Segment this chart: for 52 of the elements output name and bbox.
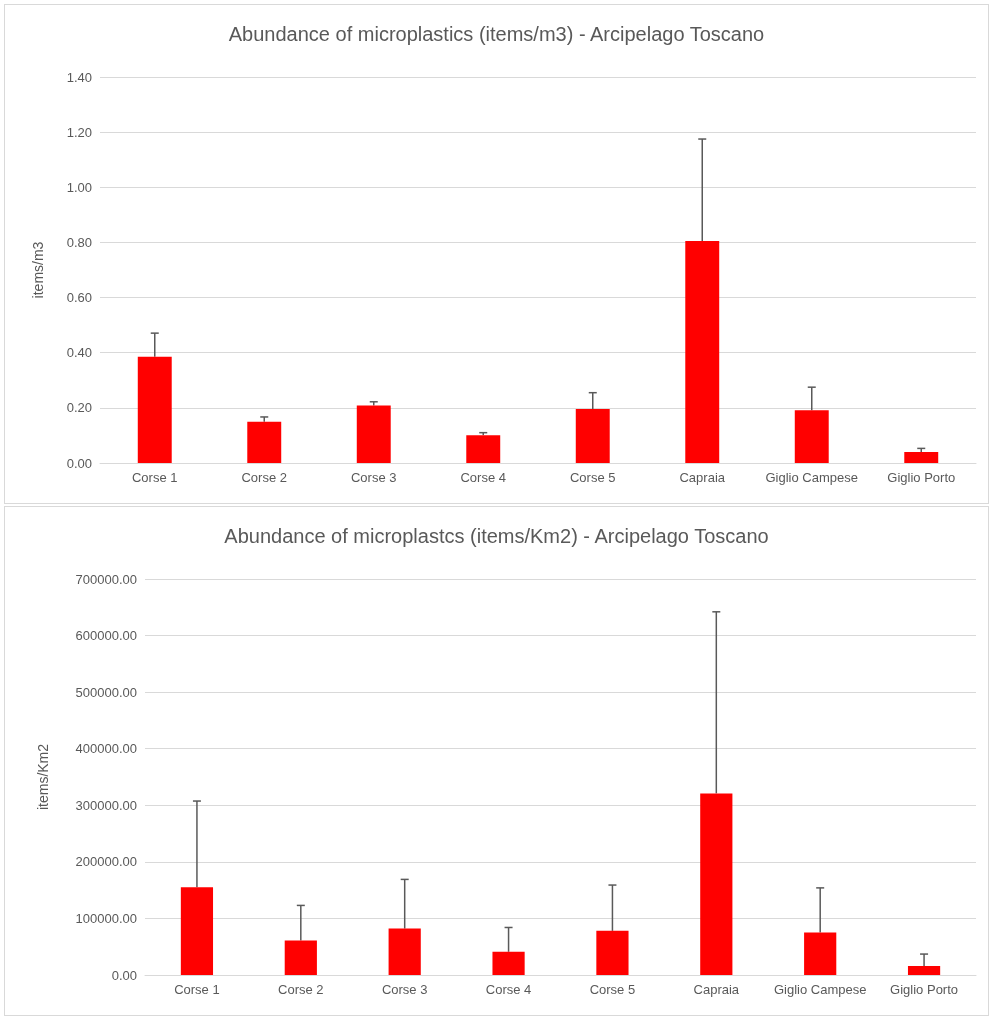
y-axis-title: items/Km2 [35, 743, 51, 811]
x-tick-label: Giglio Porto [890, 982, 959, 997]
bar [575, 408, 610, 463]
y-tick-label: 1.00 [66, 179, 92, 195]
y-tick-label: 0.80 [66, 234, 92, 250]
y-tick-label: 100000.00 [75, 910, 137, 926]
bar [284, 940, 317, 975]
bar [492, 951, 525, 975]
bar [907, 965, 941, 975]
x-tick-label: Corse 4 [485, 982, 532, 997]
x-tick-label: Corse 2 [241, 470, 288, 485]
bar [247, 421, 282, 463]
bar [356, 405, 391, 463]
bar [180, 887, 214, 975]
bar [137, 356, 172, 463]
y-tick-label: 0.00 [111, 967, 137, 983]
chart-title: Abundance of microplastics (items/m3) - Arcipelago Toscano [228, 23, 765, 45]
bar [685, 241, 720, 463]
bar [700, 793, 733, 975]
x-tick-label: Capraia [693, 982, 740, 997]
y-tick-label: 0.20 [66, 400, 92, 416]
y-tick-label: 1.40 [66, 69, 92, 85]
x-tick-label: Corse 4 [460, 470, 507, 485]
y-tick-label: 500000.00 [75, 684, 137, 700]
chart-title: Abundance of microplastcs (items/Km2) - Arcipelago Toscano [224, 525, 769, 547]
bar [466, 435, 501, 463]
x-tick-label: Giglio Campese [773, 982, 867, 997]
x-tick-label: Corse 5 [569, 470, 616, 485]
bar [388, 928, 421, 975]
x-tick-label: Corse 1 [131, 470, 178, 485]
y-tick-label: 0.40 [66, 345, 92, 361]
y-tick-label: 1.20 [66, 124, 92, 140]
bar [794, 410, 829, 463]
x-tick-label: Corse 3 [381, 982, 428, 997]
y-tick-label: 600000.00 [75, 628, 137, 644]
bar [596, 930, 629, 975]
bar [804, 932, 837, 975]
x-tick-label: Corse 3 [350, 470, 397, 485]
y-tick-label: 700000.00 [75, 571, 137, 587]
y-tick-label: 200000.00 [75, 854, 137, 870]
x-tick-label: Giglio Campese [765, 470, 858, 485]
x-tick-label: Corse 5 [589, 982, 636, 997]
y-tick-label: 0.60 [66, 290, 92, 306]
x-tick-label: Giglio Porto [887, 470, 956, 485]
bar [904, 451, 939, 463]
x-tick-label: Corse 2 [278, 982, 324, 997]
y-tick-label: 0.00 [66, 455, 92, 471]
y-tick-label: 400000.00 [75, 741, 137, 757]
x-tick-label: Corse 1 [174, 982, 220, 997]
x-tick-label: Capraia [679, 470, 726, 485]
y-tick-label: 300000.00 [75, 797, 137, 813]
y-axis-title: items/m3 [30, 241, 46, 299]
